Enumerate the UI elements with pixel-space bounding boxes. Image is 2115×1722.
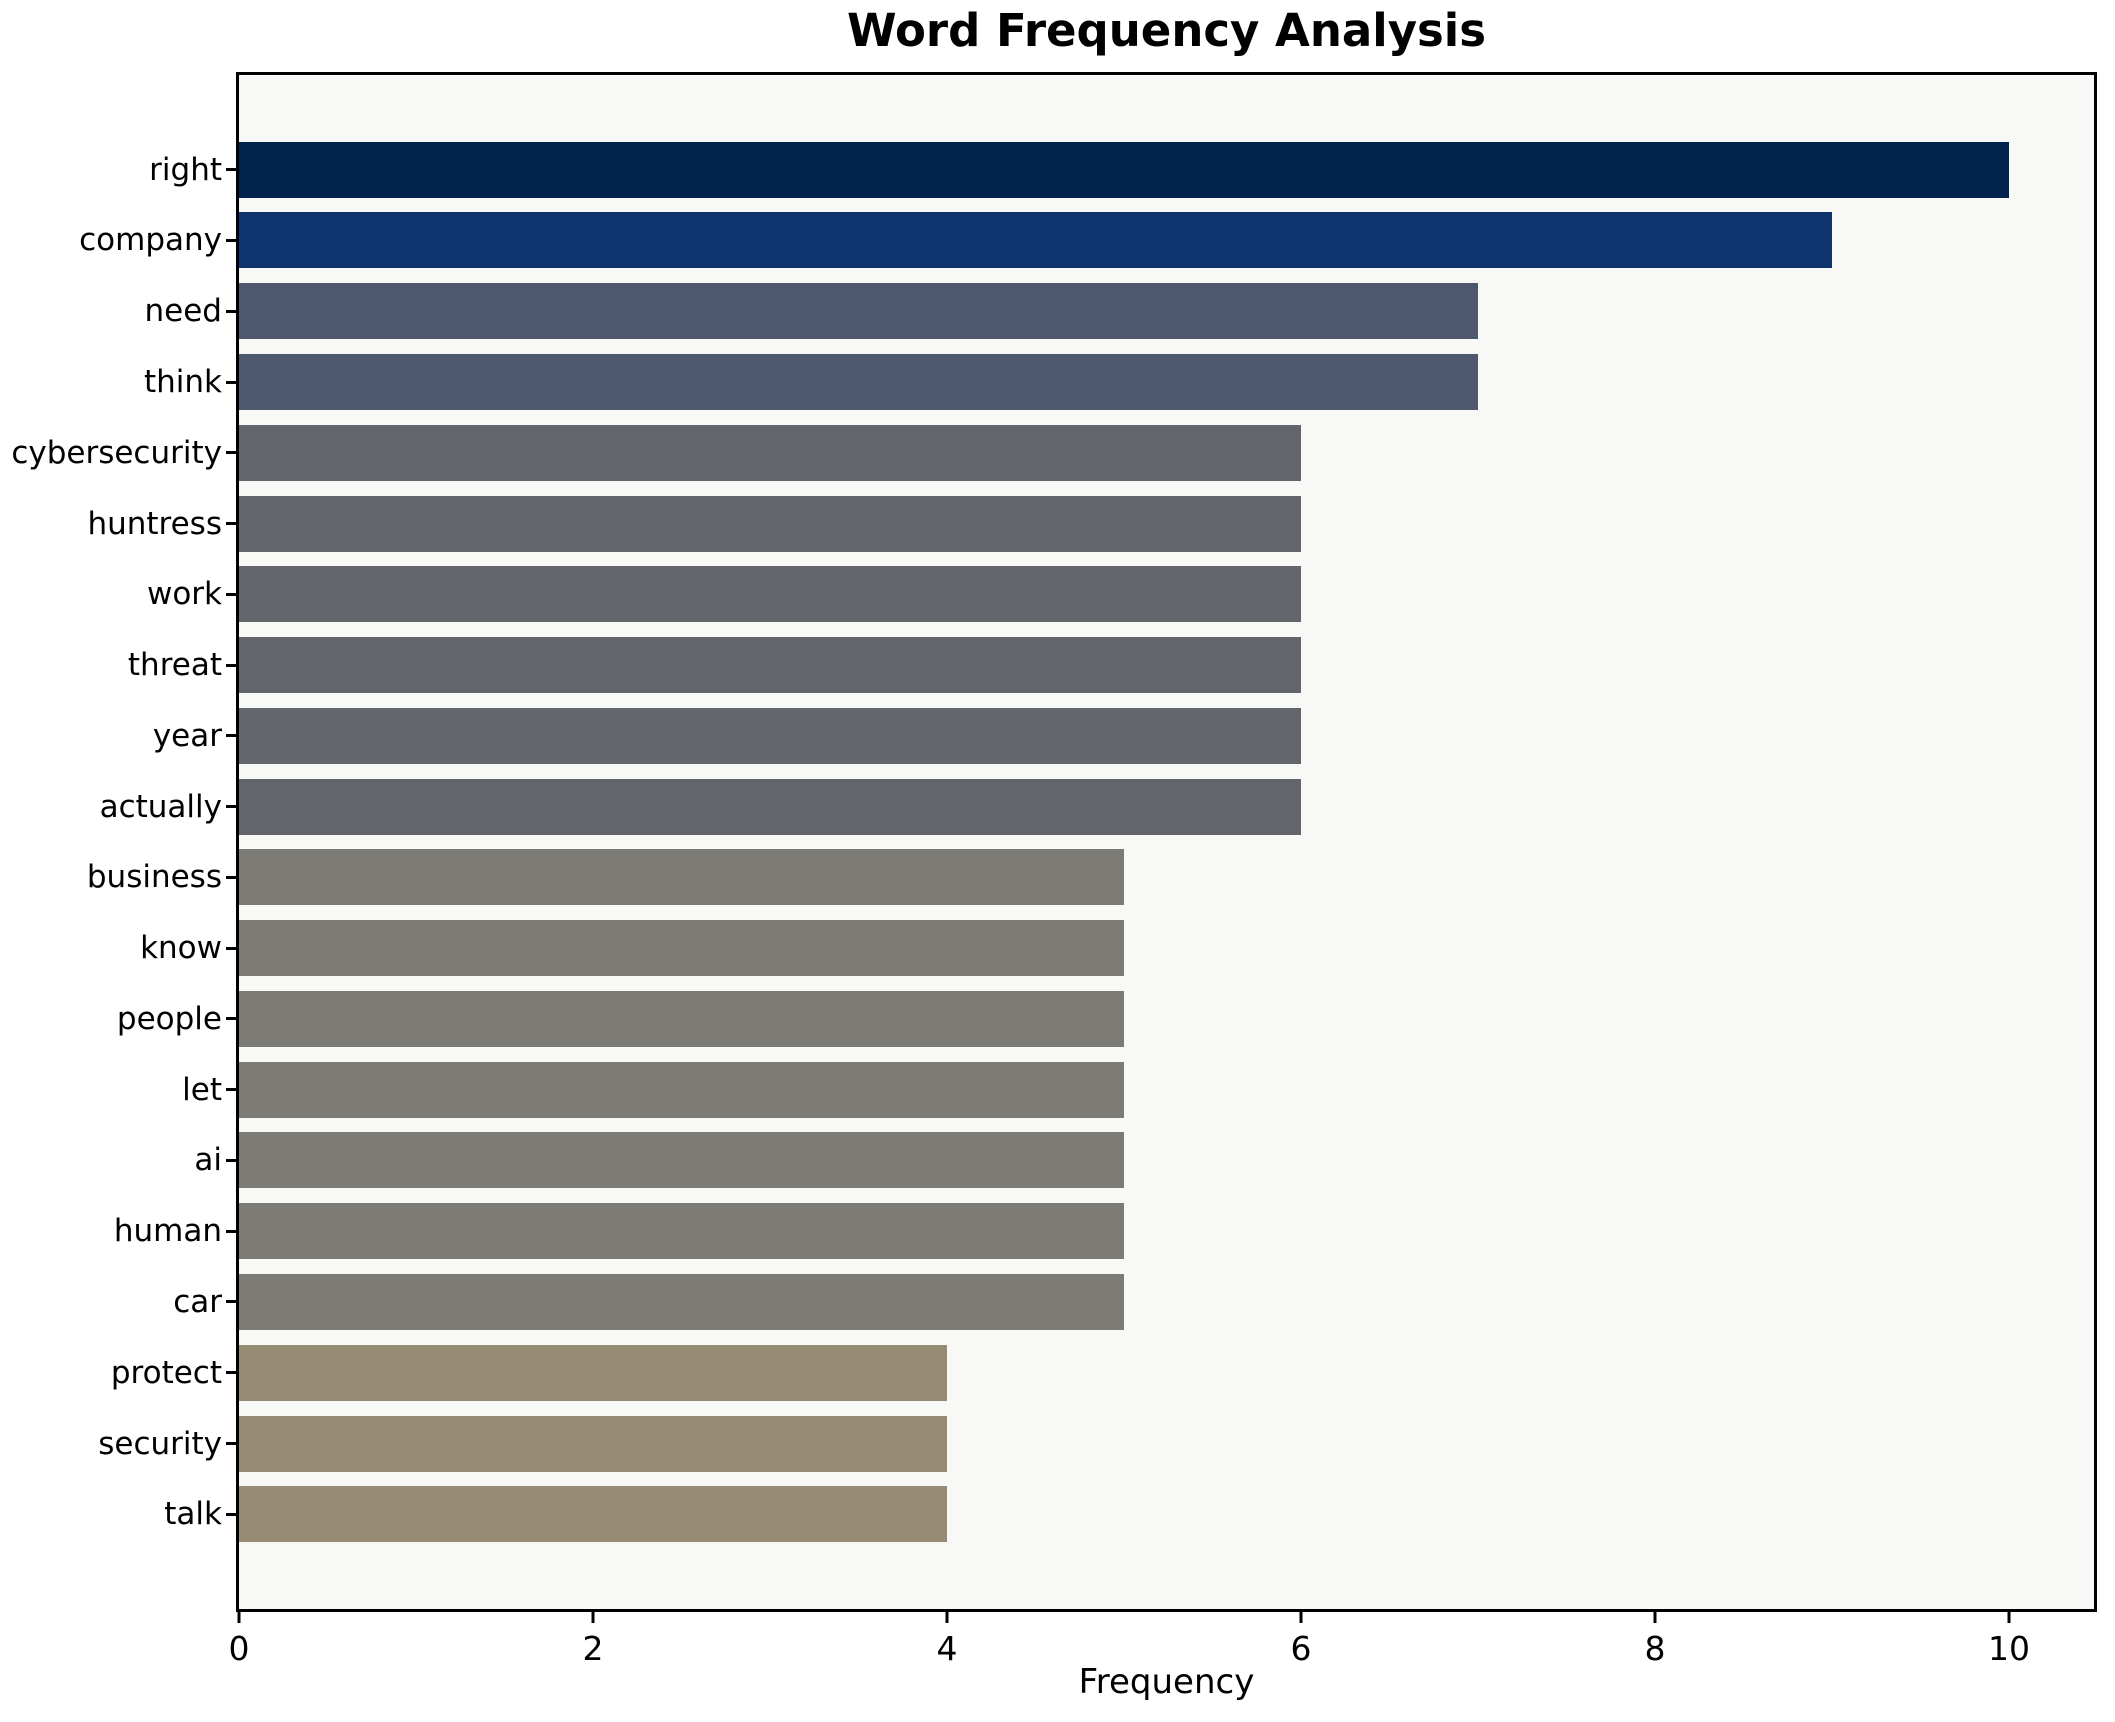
y-tick-human [226,1229,236,1233]
y-tick-think [226,380,236,384]
bar-company [239,212,1833,269]
bar-year [239,707,1302,764]
x-tick-label-8: 8 [1644,1629,1666,1668]
y-tick-label-business: business [86,859,222,896]
y-tick-need [226,309,236,313]
y-tick-protect [226,1371,236,1375]
x-tick-4 [945,1612,949,1623]
y-tick-cybersecurity [226,451,236,455]
y-tick-label-need: need [144,293,222,330]
x-tick-label-2: 2 [582,1629,604,1668]
x-tick-label-4: 4 [936,1629,958,1668]
y-tick-label-year: year [152,717,222,754]
y-tick-right [226,168,236,172]
y-tick-label-right: right [149,151,222,188]
bar-right [239,141,2010,198]
y-tick-let [226,1088,236,1092]
y-tick-label-let: let [182,1071,222,1108]
x-tick-label-0: 0 [228,1629,250,1668]
bar-business [239,849,1125,906]
y-tick-company [226,238,236,242]
x-tick-label-6: 6 [1290,1629,1312,1668]
y-tick-talk [226,1512,236,1516]
bar-talk [239,1486,947,1543]
y-tick-label-protect: protect [110,1354,222,1391]
x-tick-8 [1653,1612,1657,1623]
y-tick-label-cybersecurity: cybersecurity [11,434,222,471]
y-tick-know [226,946,236,950]
y-tick-huntress [226,522,236,526]
bar-ai [239,1132,1125,1189]
bar-think [239,354,1479,410]
x-tick-2 [591,1612,595,1623]
y-tick-business [226,875,236,879]
bar-huntress [239,495,1302,552]
y-tick-security [226,1442,236,1446]
y-tick-label-human: human [113,1213,222,1250]
y-tick-label-ai: ai [194,1142,222,1179]
chart-title: Word Frequency Analysis [846,4,1487,57]
y-tick-label-car: car [173,1283,222,1320]
y-tick-label-work: work [146,576,222,613]
bar-let [239,1061,1125,1118]
plot-area: right company need think cybersecurity huntre… [11,72,2097,1668]
bar-people [239,990,1125,1047]
bar-actually [239,778,1302,835]
bar-security [239,1415,947,1472]
bar-protect [239,1344,947,1401]
bar-human [239,1203,1125,1260]
y-tick-label-company: company [79,222,222,259]
y-tick-label-security: security [98,1425,222,1462]
x-tick-label-10: 10 [1988,1629,2031,1668]
bar-need [239,283,1479,340]
y-tick-label-talk: talk [164,1496,222,1533]
y-tick-ai [226,1158,236,1162]
bar-work [239,566,1302,623]
x-axis-label: Frequency [1078,1662,1255,1702]
bar-threat [239,637,1302,694]
y-tick-actually [226,805,236,809]
y-tick-label-huntress: huntress [87,505,222,542]
bar-cybersecurity [239,424,1302,481]
x-tick-0 [237,1612,241,1623]
y-tick-label-think: think [143,364,222,400]
y-tick-label-actually: actually [99,788,222,825]
y-tick-label-know: know [140,930,222,967]
bar-know [239,920,1125,977]
bar-car [239,1273,1125,1330]
x-tick-6 [1299,1612,1303,1623]
y-tick-year [226,734,236,738]
y-tick-label-threat: threat [127,647,222,684]
y-tick-car [226,1300,236,1304]
y-tick-label-people: people [116,1000,222,1037]
y-tick-threat [226,663,236,667]
x-tick-10 [2007,1612,2011,1623]
y-tick-people [226,1017,236,1021]
y-tick-work [226,592,236,596]
